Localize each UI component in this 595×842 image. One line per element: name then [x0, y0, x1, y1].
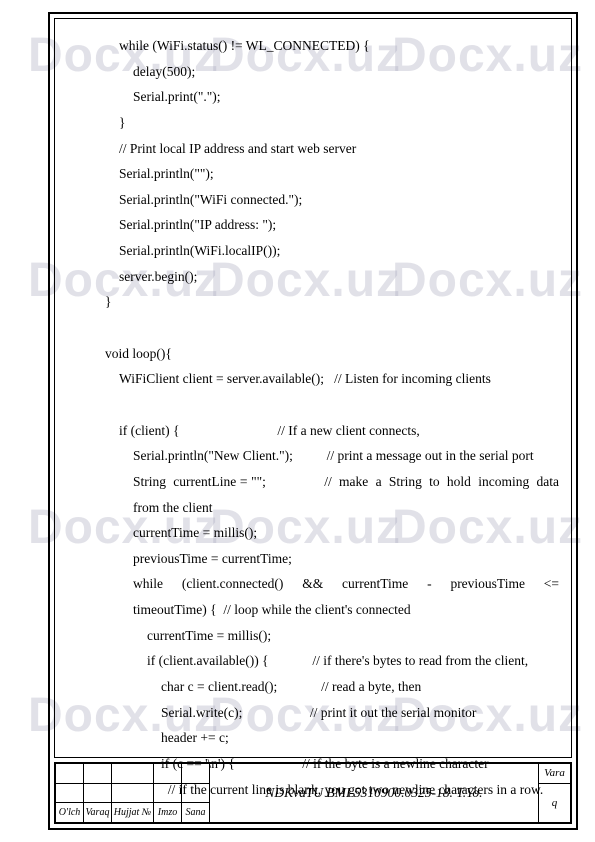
- code-line: }: [89, 110, 559, 136]
- tb-cell: [112, 783, 154, 803]
- outer-frame: while (WiFi.status() != WL_CONNECTED) {d…: [48, 12, 578, 830]
- tb-varaq: Varaq: [84, 803, 112, 823]
- code-line: // Print local IP address and start web …: [89, 136, 559, 162]
- code-line: server.begin();: [89, 264, 559, 290]
- tb-cell: [56, 764, 84, 784]
- code-line: Serial.println("New Client."); // print …: [89, 443, 559, 469]
- tb-cell: [154, 764, 182, 784]
- code-line: header += c;: [89, 725, 559, 751]
- code-block: while (WiFi.status() != WL_CONNECTED) {d…: [89, 33, 559, 802]
- code-line: currentTime = millis();: [89, 623, 559, 649]
- code-line: while (WiFi.status() != WL_CONNECTED) {: [89, 33, 559, 59]
- code-line: Serial.println("WiFi connected.");: [89, 187, 559, 213]
- title-block: NDKvaTU BMI 5310900.0325-18. T.Yo. Vara …: [54, 762, 572, 824]
- code-line: currentTime = millis();: [89, 520, 559, 546]
- content-frame: while (WiFi.status() != WL_CONNECTED) {d…: [54, 18, 572, 758]
- tb-olch: O'lch: [56, 803, 84, 823]
- tb-q: q: [539, 783, 571, 822]
- tb-cell: [112, 764, 154, 784]
- code-line: Serial.write(c); // print it out the ser…: [89, 700, 559, 726]
- code-line: while (client.connected() && currentTime…: [89, 571, 559, 622]
- code-line: Serial.println(WiFi.localIP());: [89, 238, 559, 264]
- code-line: WiFiClient client = server.available(); …: [89, 366, 559, 392]
- code-line: if (client.available()) { // if there's …: [89, 648, 559, 674]
- code-line: previousTime = currentTime;: [89, 546, 559, 572]
- code-line: Serial.print(".");: [89, 84, 559, 110]
- code-line: [89, 392, 559, 418]
- tb-sana: Sana: [182, 803, 210, 823]
- code-line: [89, 315, 559, 341]
- tb-cell: [84, 783, 112, 803]
- tb-cell: [182, 783, 210, 803]
- code-line: String currentLine = ""; // make a Strin…: [89, 469, 559, 520]
- tb-main-title: NDKvaTU BMI 5310900.0325-18. T.Yo.: [210, 764, 539, 823]
- code-line: delay(500);: [89, 59, 559, 85]
- code-line: }: [89, 289, 559, 315]
- page: Docx.uzDocx.uzDocx.uzDocx.uzDocx.uzDocx.…: [0, 0, 595, 842]
- tb-hujjat: Hujjat №: [112, 803, 154, 823]
- code-line: void loop(){: [89, 341, 559, 367]
- tb-cell: [154, 783, 182, 803]
- tb-cell: [84, 764, 112, 784]
- tb-imzo: Imzo: [154, 803, 182, 823]
- tb-vara: Vara: [539, 764, 571, 784]
- tb-cell: [182, 764, 210, 784]
- tb-cell: [56, 783, 84, 803]
- code-line: if (client) { // If a new client connect…: [89, 418, 559, 444]
- code-line: Serial.println("IP address: ");: [89, 212, 559, 238]
- code-line: Serial.println("");: [89, 161, 559, 187]
- code-line: char c = client.read(); // read a byte, …: [89, 674, 559, 700]
- title-block-table: NDKvaTU BMI 5310900.0325-18. T.Yo. Vara …: [55, 763, 571, 823]
